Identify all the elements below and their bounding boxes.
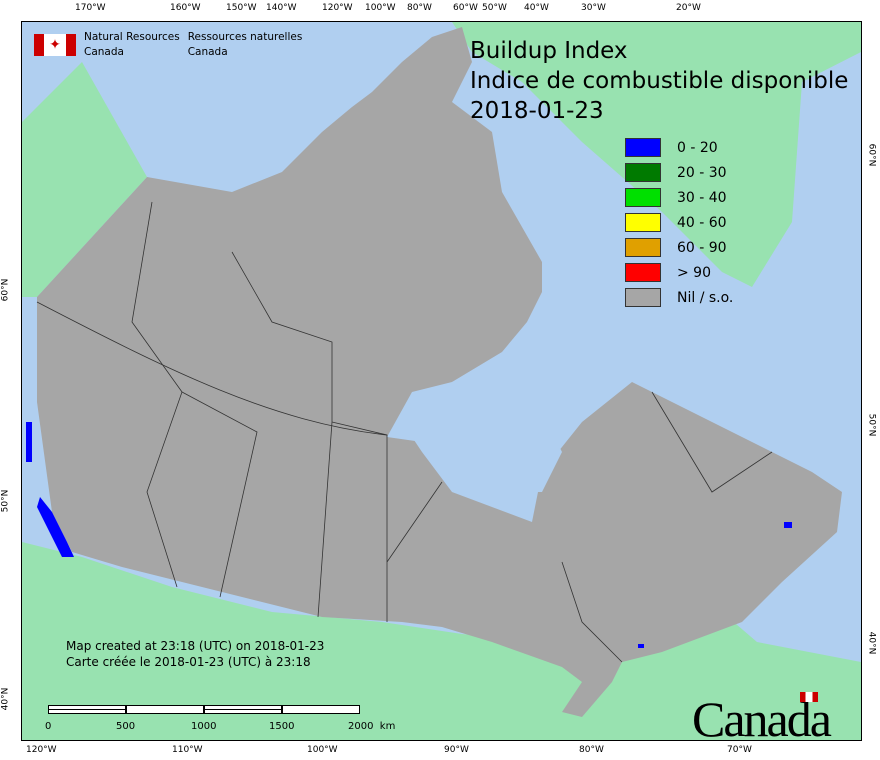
lon-label: 100°W [307,745,338,755]
nrcan-signature: ✦ Natural Resources Canada Ressources nat… [34,30,302,60]
scale-label: 1500 [269,721,295,732]
scale-label: 500 [116,721,136,732]
title-fr: Indice de combustible disponible [470,68,849,94]
lon-label: 60°W [453,3,478,13]
usa-land [22,542,861,740]
lon-label: 40°W [524,3,549,13]
legend-label: 0 - 20 [677,139,718,156]
lon-label: 160°W [170,3,201,13]
legend-label: Nil / s.o. [677,289,734,306]
legend-swatch [625,163,661,182]
lat-label: 60°N [0,278,11,302]
legend-item: Nil / s.o. [625,285,733,310]
legend-item: 20 - 30 [625,160,733,185]
legend-label: 20 - 30 [677,164,727,181]
legend-swatch [625,263,661,282]
agency-name-fr: Ressources naturelles Canada [187,31,303,58]
legend-swatch [625,213,661,232]
lat-label: 60°N [866,143,877,167]
canada-flag-icon: ✦ [34,34,76,56]
legend-label: 30 - 40 [677,189,727,206]
hudson-bay [387,367,562,492]
lon-label: 100°W [365,3,396,13]
legend-item: > 90 [625,260,733,285]
lon-label: 110°W [172,745,203,755]
lon-label: 20°W [676,3,701,13]
legend-swatch [625,238,661,257]
legend-label: 40 - 60 [677,214,727,231]
lon-label: 80°W [579,745,604,755]
lon-label: 80°W [407,3,432,13]
legend-swatch [625,188,661,207]
lon-label: 50°W [482,3,507,13]
legend-item: 30 - 40 [625,185,733,210]
lon-label: 90°W [444,745,469,755]
lon-label: 170°W [75,3,106,13]
created-en: Map created at 23:18 (UTC) on 2018-01-23 [66,639,325,653]
map-title: Buildup Index Indice de combustible disp… [470,36,848,126]
scale-label: 0 [45,721,52,732]
lat-label: 40°N [866,631,877,655]
map-canvas [22,22,861,740]
legend: 0 - 20 20 - 30 30 - 40 40 - 60 60 - 90 > 90 Ni… [625,135,733,310]
legend-swatch [625,138,661,157]
lat-label: 40°N [0,687,11,711]
lon-label: 140°W [266,3,297,13]
title-en: Buildup Index [470,38,628,64]
canada-wordmark: Canada [692,691,832,741]
wordmark-flag-icon [799,692,818,702]
creation-note: Map created at 23:18 (UTC) on 2018-01-23… [66,638,324,670]
lon-label: 30°W [581,3,606,13]
legend-item: 60 - 90 [625,235,733,260]
lon-label: 120°W [26,745,57,755]
legend-item: 0 - 20 [625,135,733,160]
legend-item: 40 - 60 [625,210,733,235]
map-frame: ✦ Natural Resources Canada Ressources nat… [21,21,862,741]
canada-land [37,27,842,717]
legend-swatch [625,288,661,307]
agency-name-en: Natural Resources Canada [84,31,180,58]
legend-label: > 90 [677,264,711,281]
province-borders [36,201,773,663]
legend-label: 60 - 90 [677,239,727,256]
alaska-land [22,62,147,297]
lon-label: 70°W [727,745,752,755]
scale-label: 2000 km [348,721,396,732]
lon-label: 150°W [226,3,257,13]
bui-0-20-patches [26,422,792,648]
title-date: 2018-01-23 [470,98,604,124]
scale-label: 1000 [191,721,217,732]
lat-label: 50°N [866,413,877,437]
lat-label: 50°N [0,489,11,513]
created-fr: Carte créée le 2018-01-23 (UTC) à 23:18 [66,655,311,669]
lon-label: 120°W [322,3,353,13]
